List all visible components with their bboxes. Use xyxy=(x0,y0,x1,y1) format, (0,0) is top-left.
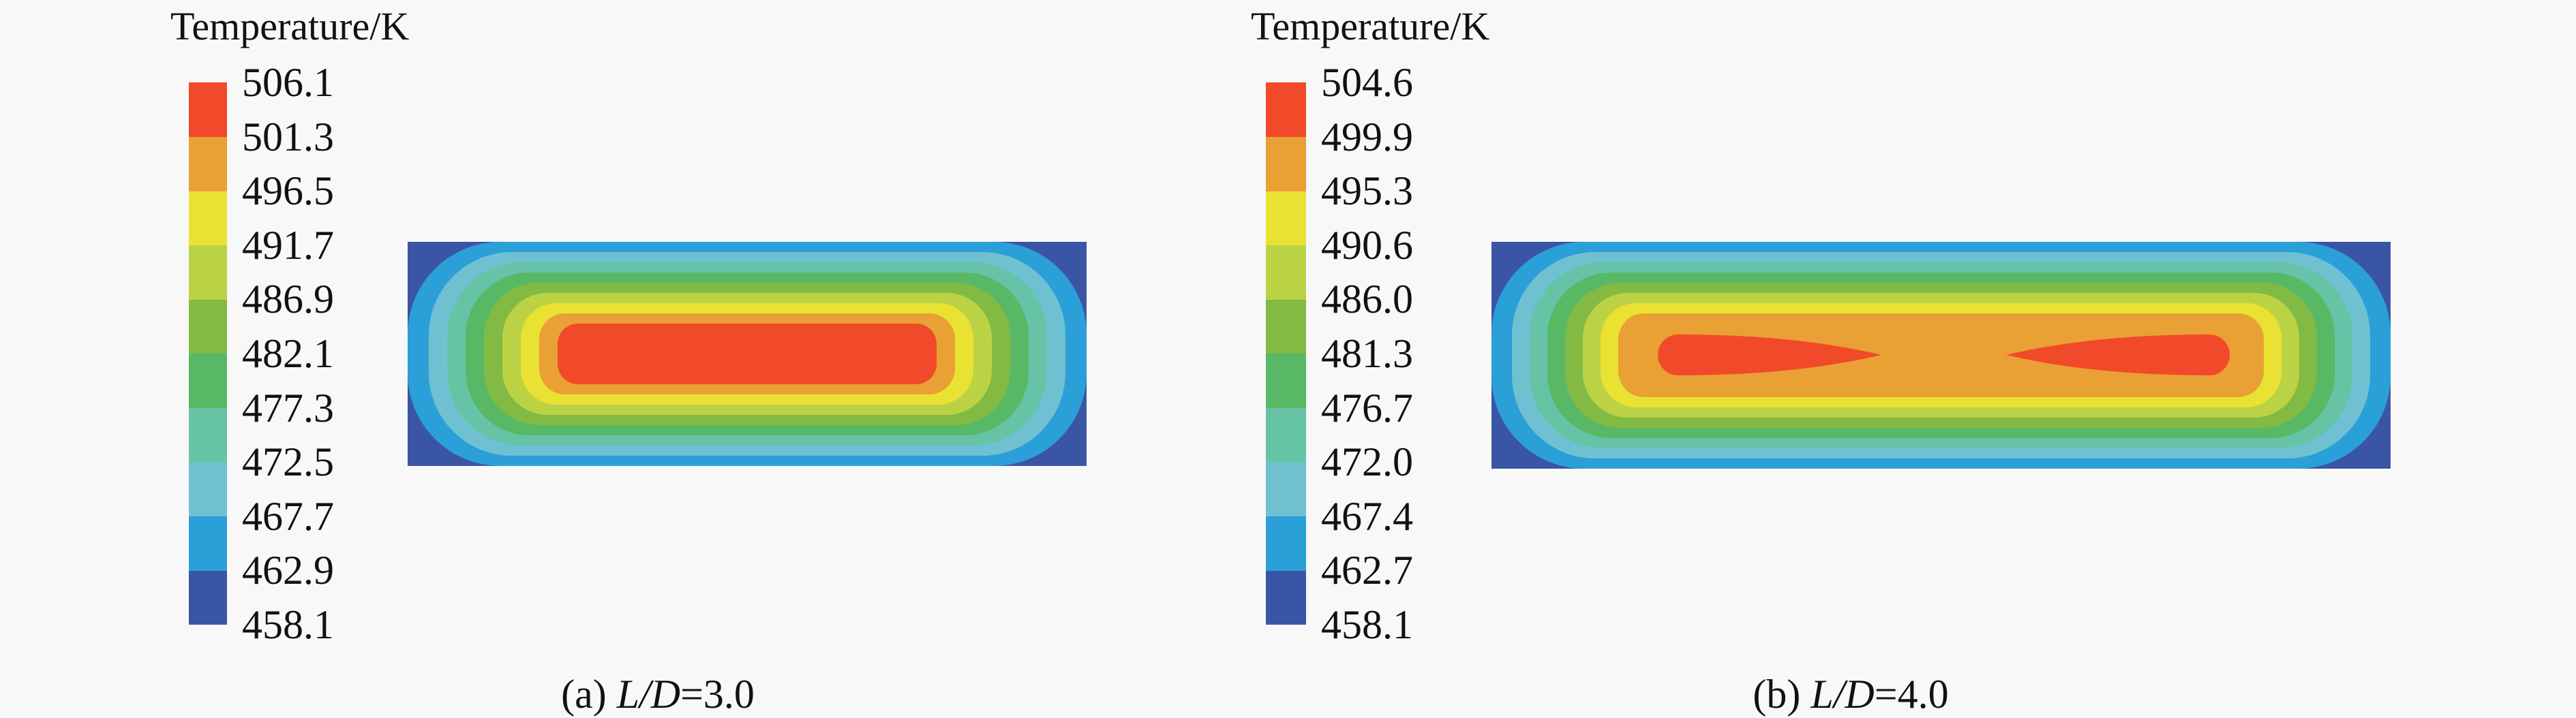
contour-level-8 xyxy=(1618,313,2264,397)
colorbar-band xyxy=(189,354,227,409)
colorbar-tick-label: 490.6 xyxy=(1321,222,1413,268)
colorbar-tick-label: 482.1 xyxy=(242,331,334,376)
caption: (b) L/D=4.0 xyxy=(1753,671,1948,718)
colorbar-tick-label: 501.3 xyxy=(242,114,334,159)
colorbar-tick-label: 499.9 xyxy=(1321,114,1413,159)
colorbar-tick-label: 481.3 xyxy=(1321,331,1413,376)
colorbar-band xyxy=(189,299,227,354)
caption-variable: L/D xyxy=(616,672,681,717)
colorbar-band xyxy=(1266,407,1306,463)
colorbar-tick-label: 486.9 xyxy=(242,277,334,322)
colorbar-tick-label: 467.7 xyxy=(242,493,334,539)
colorbar-band xyxy=(189,407,227,463)
colorbar-tick-label: 496.5 xyxy=(242,168,334,214)
colorbar-band xyxy=(189,245,227,300)
colorbar-tick-label: 472.0 xyxy=(1321,439,1413,485)
caption-value: =4.0 xyxy=(1874,672,1949,717)
hot-core-region xyxy=(1658,334,1881,375)
colorbar-title: Temperature/K xyxy=(1251,4,1490,48)
colorbar-tick-label: 472.5 xyxy=(242,439,334,485)
colorbar-tick-label: 467.4 xyxy=(1321,493,1413,539)
colorbar-tick-label: 462.9 xyxy=(242,548,334,593)
panel-b: Temperature/K (b) L/D=4.0 504.6 499.9 495.… xyxy=(1227,0,2576,718)
colorbar-band xyxy=(189,462,227,517)
colorbar-tick-label: 476.7 xyxy=(1321,385,1413,431)
colorbar-tick-label: 506.1 xyxy=(242,60,334,105)
colorbar-band xyxy=(1266,136,1306,191)
colorbar-band xyxy=(1266,570,1306,625)
temperature-field xyxy=(1491,242,2391,469)
colorbar xyxy=(189,82,227,625)
colorbar-tick-label: 504.6 xyxy=(1321,60,1413,105)
colorbar xyxy=(1266,82,1306,625)
hot-core-region xyxy=(2006,334,2230,375)
colorbar-title: Temperature/K xyxy=(170,4,410,48)
colorbar-tick-label: 458.1 xyxy=(242,602,334,647)
colorbar-tick-label: 458.1 xyxy=(1321,602,1413,647)
colorbar-band xyxy=(189,570,227,625)
caption-value: =3.0 xyxy=(680,672,755,717)
caption-prefix: (b) xyxy=(1753,672,1811,717)
colorbar-tick-label: 462.7 xyxy=(1321,548,1413,593)
caption: (a) L/D=3.0 xyxy=(561,671,755,718)
colorbar-band xyxy=(1266,82,1306,138)
colorbar-tick-label: 491.7 xyxy=(242,222,334,268)
caption-variable: L/D xyxy=(1810,672,1875,717)
colorbar-tick-label: 486.0 xyxy=(1321,277,1413,322)
colorbar-band xyxy=(1266,462,1306,517)
colorbar-band xyxy=(189,136,227,191)
colorbar-tick-label: 477.3 xyxy=(242,385,334,431)
colorbar-band xyxy=(1266,191,1306,246)
caption-prefix: (a) xyxy=(561,672,617,717)
colorbar-band xyxy=(189,191,227,246)
panel-a: Temperature/K (a) L/D=3.0 506.1 501.3 496.… xyxy=(0,0,1227,718)
colorbar-tick-label: 495.3 xyxy=(1321,168,1413,214)
temperature-field xyxy=(408,242,1087,466)
colorbar-band xyxy=(1266,354,1306,409)
contour-level-9 xyxy=(558,324,937,384)
colorbar-band xyxy=(1266,245,1306,300)
colorbar-band xyxy=(189,516,227,571)
colorbar-band xyxy=(1266,516,1306,571)
colorbar-band xyxy=(1266,299,1306,354)
colorbar-band xyxy=(189,82,227,138)
